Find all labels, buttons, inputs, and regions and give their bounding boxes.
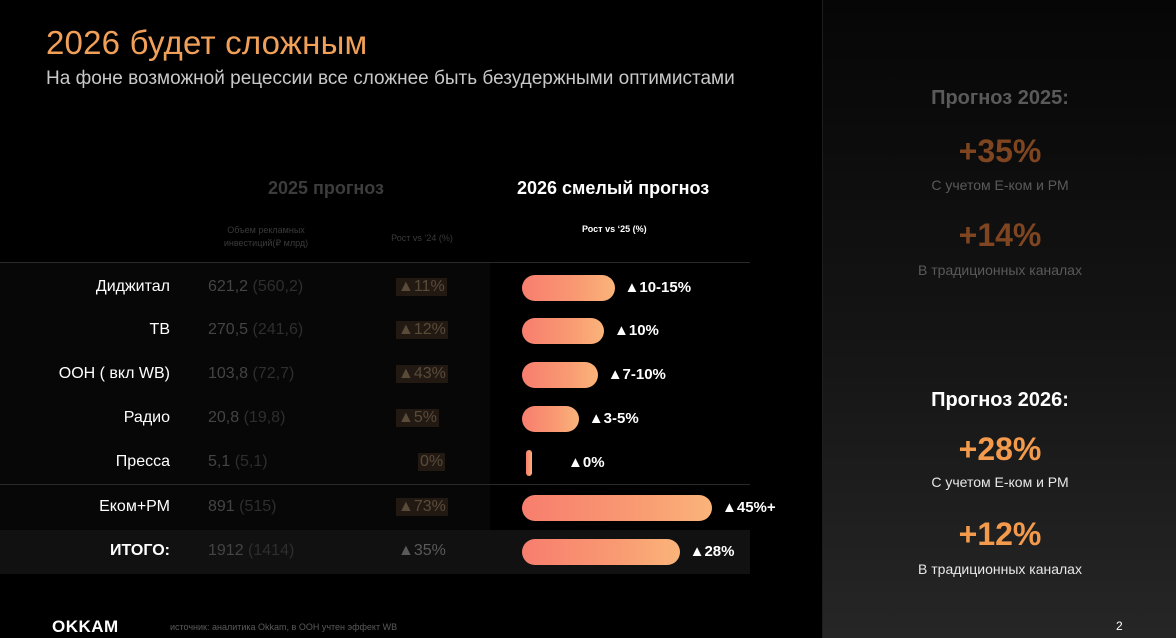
volume-previous: (515) (239, 498, 277, 515)
volume-value: 20,8 (208, 409, 240, 426)
subheader-growth-25: Рост vs ‘25 (%) (582, 224, 647, 234)
volume-value: 621,2 (208, 278, 249, 295)
volume-cell: 891 (515) (208, 498, 358, 516)
volume-value: 270,5 (208, 321, 249, 338)
volume-previous: (1414) (248, 542, 295, 559)
growth-26-bar (522, 362, 598, 388)
growth-26-label: ▲0% (568, 454, 605, 471)
growth-24-cell: ▲73% (396, 498, 448, 516)
forecast-panel: Прогноз 2025: +35% С учетом Е-ком и РМ +… (822, 0, 1176, 638)
column-header-2025: 2025 прогноз (268, 178, 384, 198)
volume-cell: 103,8 (72,7) (208, 365, 358, 383)
volume-previous: (560,2) (252, 278, 304, 295)
volume-previous: (241,6) (252, 321, 304, 338)
growth-24-cell: 0% (418, 453, 446, 471)
row-label: Диджитал (95, 278, 170, 295)
growth-26-label: ▲3-5% (588, 410, 639, 427)
growth-24-cell: ▲11% (396, 278, 447, 296)
volume-value: 1912 (208, 542, 244, 559)
growth-26-bar (522, 275, 615, 301)
subheader-growth-24: Рост vs ‘24 (%) (391, 233, 453, 243)
forecast-2025-traditional: +14% (958, 217, 1042, 253)
slide-subtitle: На фоне возможной рецессии все сложнее б… (46, 68, 735, 89)
row-label: Пресса (115, 453, 170, 470)
subheader-volume: Объем рекламных инвестиций(₽ млрд) (223, 225, 309, 248)
volume-previous: (19,8) (243, 409, 286, 426)
growth-26-label: ▲10% (614, 322, 659, 339)
growth-24-cell: ▲12% (396, 321, 448, 339)
slide-title: 2026 будет сложным (46, 24, 368, 61)
forecast-2026-traditional: +12% (958, 516, 1042, 552)
growth-26-bar (526, 450, 532, 476)
table-divider (0, 262, 750, 263)
forecast-2026-heading: Прогноз 2026: (931, 389, 1069, 411)
forecast-2026-total: +28% (958, 431, 1042, 467)
row-label: ТВ (149, 321, 170, 338)
growth-26-bar (522, 406, 579, 432)
growth-26-bar (522, 495, 712, 521)
growth-26-label: ▲45%+ (722, 499, 776, 516)
volume-cell: 621,2 (560,2) (208, 278, 358, 296)
volume-cell: 270,5 (241,6) (208, 321, 358, 339)
forecast-2025-total: +35% (958, 133, 1042, 169)
row-label: ИТОГО: (110, 542, 170, 559)
volume-cell: 5,1 (5,1) (208, 453, 358, 471)
page-number: 2 (1116, 619, 1123, 633)
source-note: источник: аналитика Okkam, в ООН учтен э… (170, 622, 398, 632)
table-divider (0, 484, 750, 485)
forecast-2026-traditional-note: В традиционных каналах (918, 561, 1082, 577)
column-header-2026: 2026 смелый прогноз (517, 178, 710, 198)
growth-26-label: ▲10-15% (624, 279, 692, 296)
volume-previous: (72,7) (252, 365, 295, 382)
volume-value: 891 (208, 498, 235, 515)
forecast-2025-traditional-note: В традиционных каналах (918, 262, 1082, 278)
row-label: Радио (123, 409, 170, 426)
growth-26-bar (522, 318, 604, 344)
forecast-2025-heading: Прогноз 2025: (931, 87, 1069, 109)
row-label: ООН ( вкл WB) (58, 365, 170, 382)
growth-26-label: ▲7-10% (607, 366, 666, 383)
forecast-2026-total-note: С учетом Е-ком и РМ (931, 474, 1069, 490)
growth-24-cell: ▲43% (396, 365, 448, 383)
growth-24-cell: ▲5% (396, 409, 439, 427)
row-label: Еком+РМ (99, 498, 170, 515)
growth-24-cell: ▲35% (398, 542, 446, 559)
growth-26-bar (522, 539, 680, 565)
volume-value: 103,8 (208, 365, 249, 382)
growth-26-label: ▲28% (689, 543, 735, 560)
forecast-2025-total-note: С учетом Е-ком и РМ (931, 177, 1069, 193)
volume-cell: 20,8 (19,8) (208, 409, 358, 427)
volume-previous: (5,1) (234, 453, 268, 470)
volume-value: 5,1 (208, 453, 231, 470)
okkam-logo: OKKAM (52, 617, 119, 636)
volume-cell: 1912 (1414) (208, 542, 358, 560)
